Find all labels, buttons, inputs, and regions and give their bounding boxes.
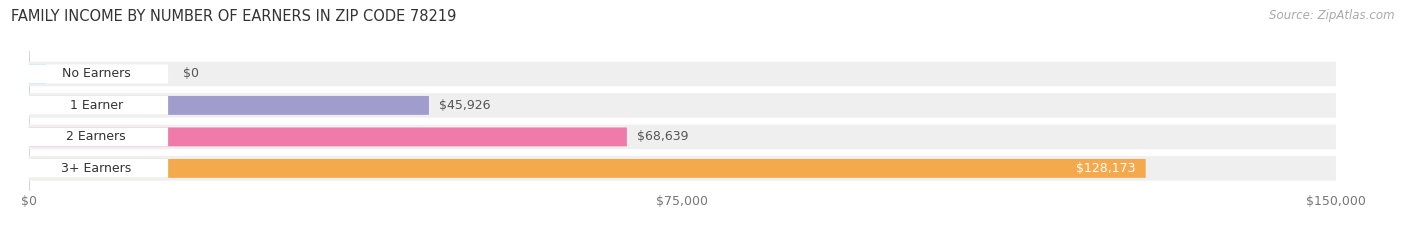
- Text: $45,926: $45,926: [440, 99, 491, 112]
- Text: 3+ Earners: 3+ Earners: [60, 162, 131, 175]
- FancyBboxPatch shape: [28, 125, 1336, 149]
- Text: Source: ZipAtlas.com: Source: ZipAtlas.com: [1270, 9, 1395, 22]
- Text: 1 Earner: 1 Earner: [70, 99, 122, 112]
- FancyBboxPatch shape: [24, 159, 169, 178]
- Text: FAMILY INCOME BY NUMBER OF EARNERS IN ZIP CODE 78219: FAMILY INCOME BY NUMBER OF EARNERS IN ZI…: [11, 9, 457, 24]
- FancyBboxPatch shape: [24, 96, 169, 115]
- FancyBboxPatch shape: [24, 65, 169, 83]
- FancyBboxPatch shape: [24, 127, 169, 146]
- FancyBboxPatch shape: [28, 65, 45, 83]
- FancyBboxPatch shape: [28, 159, 1146, 178]
- Text: 2 Earners: 2 Earners: [66, 130, 127, 143]
- FancyBboxPatch shape: [28, 96, 429, 115]
- FancyBboxPatch shape: [28, 156, 1336, 181]
- FancyBboxPatch shape: [28, 93, 1336, 118]
- Text: $128,173: $128,173: [1076, 162, 1135, 175]
- FancyBboxPatch shape: [28, 127, 627, 146]
- Text: No Earners: No Earners: [62, 67, 131, 80]
- Text: $68,639: $68,639: [637, 130, 689, 143]
- FancyBboxPatch shape: [28, 62, 1336, 86]
- Text: $0: $0: [183, 67, 198, 80]
